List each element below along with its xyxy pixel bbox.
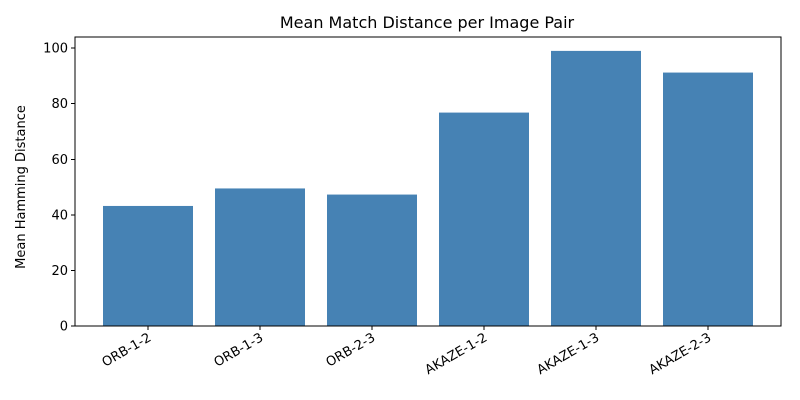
y-tick-label: 80 [51, 97, 68, 112]
x-tick-label: AKAZE-1-3 [535, 330, 602, 378]
bar-orb-1-3 [215, 188, 305, 326]
x-tick-label: ORB-1-3 [212, 330, 266, 370]
bar-akaze-1-3 [551, 50, 641, 327]
y-tick-label: 100 [43, 42, 68, 57]
x-tick-label: ORB-1-2 [100, 330, 154, 370]
x-tick-label: AKAZE-2-3 [647, 330, 714, 378]
x-axis: ORB-1-2 ORB-1-3 ORB-2-3 AKAZE-1-2 AKAZE-1-3 A… [100, 326, 714, 378]
plot-frame [74, 36, 782, 327]
bar-akaze-1-2 [439, 112, 529, 326]
y-tick-label: 40 [51, 208, 68, 223]
plot-border [74, 36, 782, 327]
chart-title: Mean Match Distance per Image Pair [280, 13, 575, 32]
x-tick-label: AKAZE-1-2 [423, 330, 490, 378]
bar-orb-1-2 [103, 205, 193, 326]
bar-akaze-2-3 [663, 72, 753, 326]
y-tick-label: 0 [60, 320, 68, 335]
bar-orb-2-3 [327, 194, 417, 326]
y-tick-label: 60 [51, 153, 68, 168]
y-axis-label: Mean Hamming Distance [14, 105, 29, 269]
plot-area: 0 20 40 60 80 100 ORB-1-2 ORB-1-3 ORB-2-3 AKAZE-… [43, 36, 782, 378]
y-tick-label: 20 [51, 264, 68, 279]
bars-group [103, 50, 753, 327]
x-tick-label: ORB-2-3 [324, 330, 378, 370]
y-axis: 0 20 40 60 80 100 [43, 42, 75, 335]
